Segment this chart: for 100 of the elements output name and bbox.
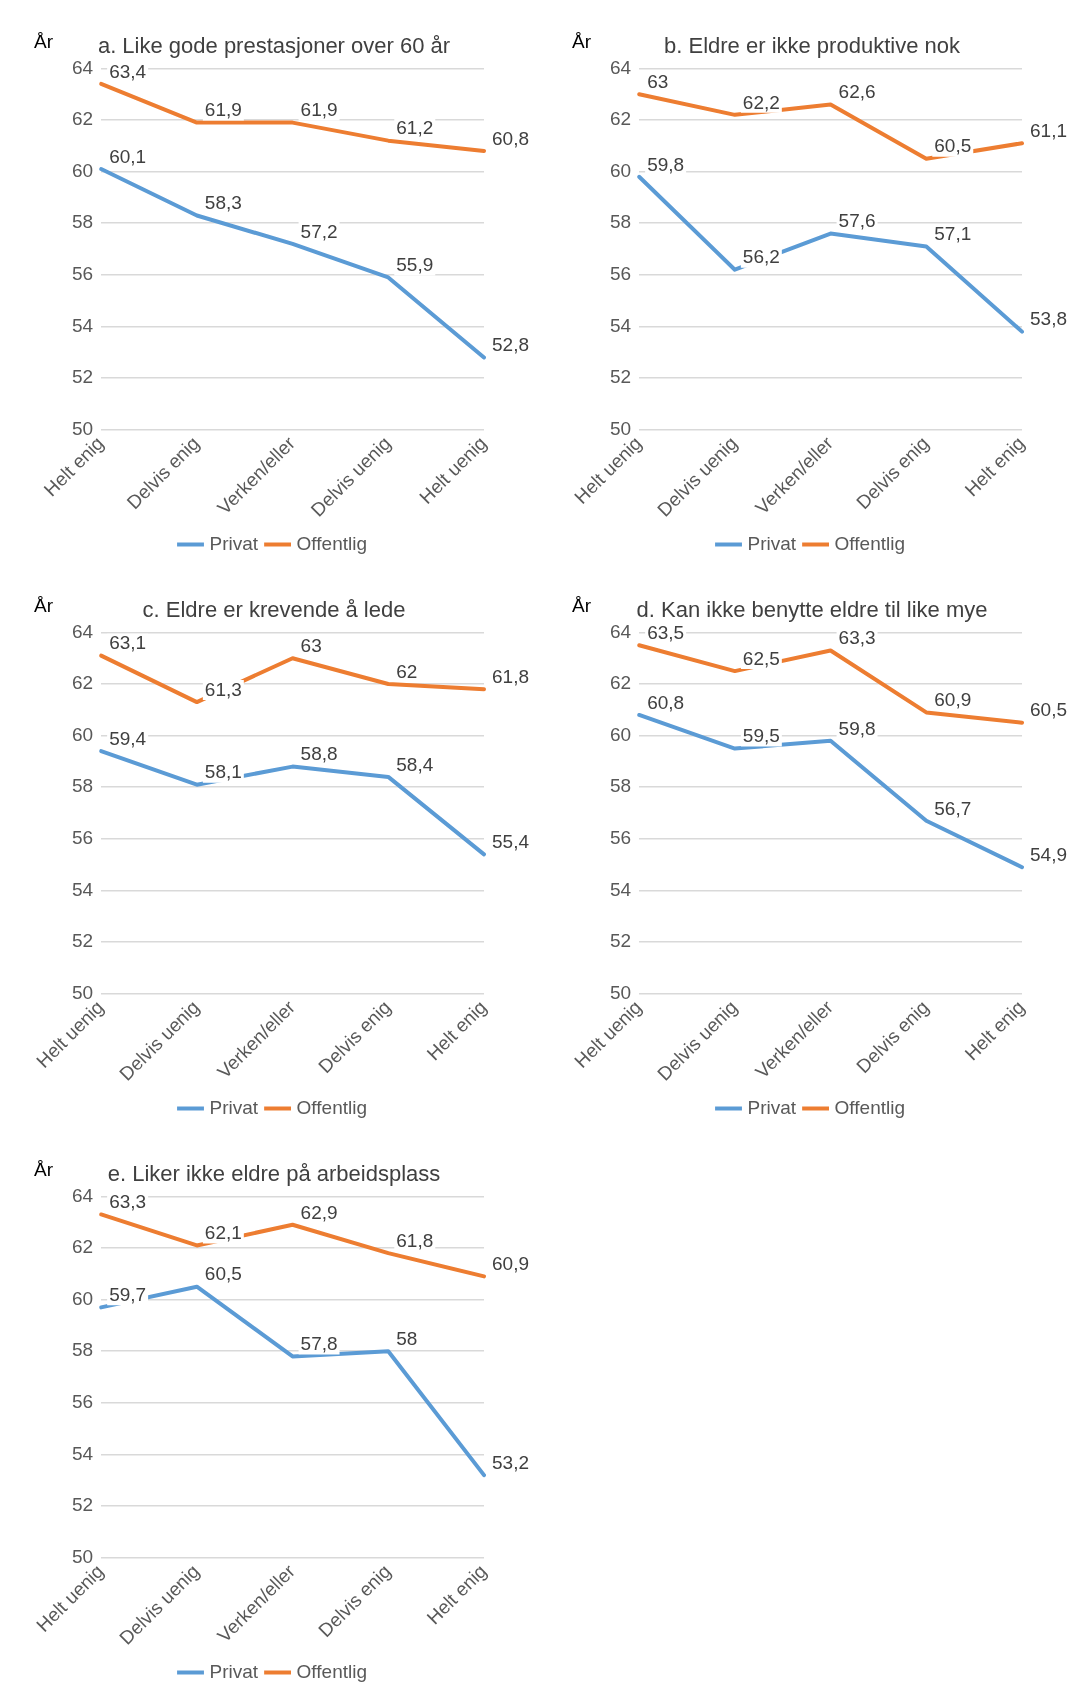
x-tick-label: Helt enig — [960, 996, 1029, 1065]
data-label: 58,3 — [204, 192, 242, 214]
y-tick-label: 54 — [71, 1442, 94, 1464]
x-tick-label: Helt enig — [422, 1560, 491, 1629]
data-label: 63 — [647, 70, 669, 92]
y-tick-label: 62 — [609, 672, 632, 694]
data-label: 59,5 — [742, 725, 780, 747]
legend-label: Privat — [747, 532, 797, 554]
y-tick-label: 54 — [609, 878, 632, 900]
data-label: 62 — [396, 660, 418, 682]
y-tick-label: 56 — [71, 263, 94, 285]
y-tick-label: 58 — [71, 775, 94, 797]
data-label: 61,8 — [396, 1229, 434, 1251]
y-tick-label: 64 — [71, 620, 94, 642]
data-label: 61,8 — [492, 665, 529, 687]
y-tick-label: 60 — [71, 159, 94, 181]
y-tick-label: 56 — [71, 1391, 94, 1413]
y-tick-label: 56 — [609, 263, 632, 285]
legend-label: Privat — [747, 1096, 797, 1118]
data-label: 63,1 — [109, 632, 147, 654]
data-label: 57,2 — [300, 220, 338, 242]
data-label: 61,9 — [300, 99, 338, 121]
data-label: 58 — [396, 1327, 418, 1349]
chart-title: b. Eldre er ikke produktive nok — [664, 33, 961, 59]
y-tick-label: 58 — [609, 211, 632, 233]
data-label: 59,7 — [109, 1284, 147, 1306]
legend-label: Privat — [209, 532, 259, 554]
y-tick-label: 52 — [71, 366, 94, 388]
y-tick-label: 62 — [71, 1236, 94, 1258]
data-label: 57,1 — [934, 223, 972, 245]
data-label: 60,5 — [1030, 699, 1067, 721]
y-tick-label: 60 — [71, 1287, 94, 1309]
data-label: 60,9 — [934, 689, 972, 711]
data-label: 58,4 — [396, 753, 434, 775]
y-tick-label: 62 — [71, 672, 94, 694]
data-label: 60,9 — [492, 1253, 529, 1275]
data-label: 63,3 — [109, 1191, 147, 1213]
y-tick-label: 58 — [71, 1339, 94, 1361]
y-axis-title: År — [34, 31, 54, 53]
data-label: 53,8 — [1030, 308, 1067, 330]
y-tick-label: 52 — [71, 1494, 94, 1516]
y-tick-label: 54 — [609, 314, 632, 336]
y-tick-label: 50 — [71, 417, 94, 439]
data-label: 60,5 — [934, 135, 972, 157]
chart-title: a. Like gode prestasjoner over 60 år — [97, 33, 451, 59]
y-tick-label: 62 — [609, 108, 632, 130]
data-label: 62,1 — [204, 1222, 242, 1244]
data-label: 63,5 — [647, 622, 685, 644]
data-label: 61,2 — [396, 117, 434, 139]
data-label: 62,2 — [742, 91, 780, 113]
data-label: 55,4 — [492, 831, 530, 853]
data-label: 63 — [300, 634, 322, 656]
y-axis-title: År — [34, 1159, 54, 1181]
y-tick-label: 60 — [609, 723, 632, 745]
data-label: 62,5 — [742, 647, 780, 669]
chart-title: d. Kan ikke benytte eldre til like mye — [636, 597, 988, 623]
data-label: 62,9 — [300, 1201, 338, 1223]
data-label: 61,9 — [204, 99, 242, 121]
y-tick-label: 64 — [71, 56, 94, 78]
data-label: 63,4 — [109, 60, 147, 82]
y-tick-label: 56 — [71, 827, 94, 849]
data-label: 60,8 — [647, 691, 685, 713]
data-label: 60,1 — [109, 145, 147, 167]
y-tick-label: 50 — [71, 1545, 94, 1567]
y-tick-label: 54 — [71, 878, 94, 900]
data-label: 61,3 — [204, 678, 242, 700]
y-tick-label: 52 — [609, 366, 632, 388]
y-tick-label: 58 — [609, 775, 632, 797]
y-tick-label: 54 — [71, 314, 94, 336]
y-tick-label: 64 — [71, 1184, 94, 1206]
data-label: 54,9 — [1030, 843, 1067, 865]
legend-label: Offentlig — [834, 532, 905, 554]
y-tick-label: 50 — [71, 981, 94, 1003]
x-tick-label: Helt enig — [422, 996, 491, 1065]
y-tick-label: 50 — [609, 981, 632, 1003]
chart-title: c. Eldre er krevende å lede — [142, 597, 406, 623]
data-label: 57,8 — [300, 1333, 338, 1355]
y-tick-label: 62 — [71, 108, 94, 130]
data-label: 60,8 — [492, 127, 529, 149]
data-label: 60,5 — [204, 1263, 242, 1285]
y-tick-label: 60 — [71, 723, 94, 745]
chart-title: e. Liker ikke eldre på arbeidsplass — [107, 1161, 441, 1187]
y-tick-label: 64 — [609, 620, 632, 642]
y-tick-label: 52 — [609, 930, 632, 952]
data-label: 57,6 — [838, 210, 876, 232]
data-label: 56,7 — [934, 797, 972, 819]
data-label: 59,8 — [647, 153, 685, 175]
legend-label: Offentlig — [834, 1096, 905, 1118]
y-tick-label: 60 — [609, 159, 632, 181]
legend-label: Offentlig — [296, 1660, 367, 1682]
data-label: 58,8 — [300, 743, 338, 765]
legend-label: Offentlig — [296, 1096, 367, 1118]
y-tick-label: 58 — [71, 211, 94, 233]
x-tick-label: Helt enig — [960, 432, 1029, 501]
y-axis-title: År — [34, 595, 54, 617]
data-label: 59,4 — [109, 727, 147, 749]
y-tick-label: 50 — [609, 417, 632, 439]
data-label: 55,9 — [396, 254, 434, 276]
data-label: 56,2 — [742, 246, 780, 268]
data-label: 58,1 — [204, 761, 242, 783]
